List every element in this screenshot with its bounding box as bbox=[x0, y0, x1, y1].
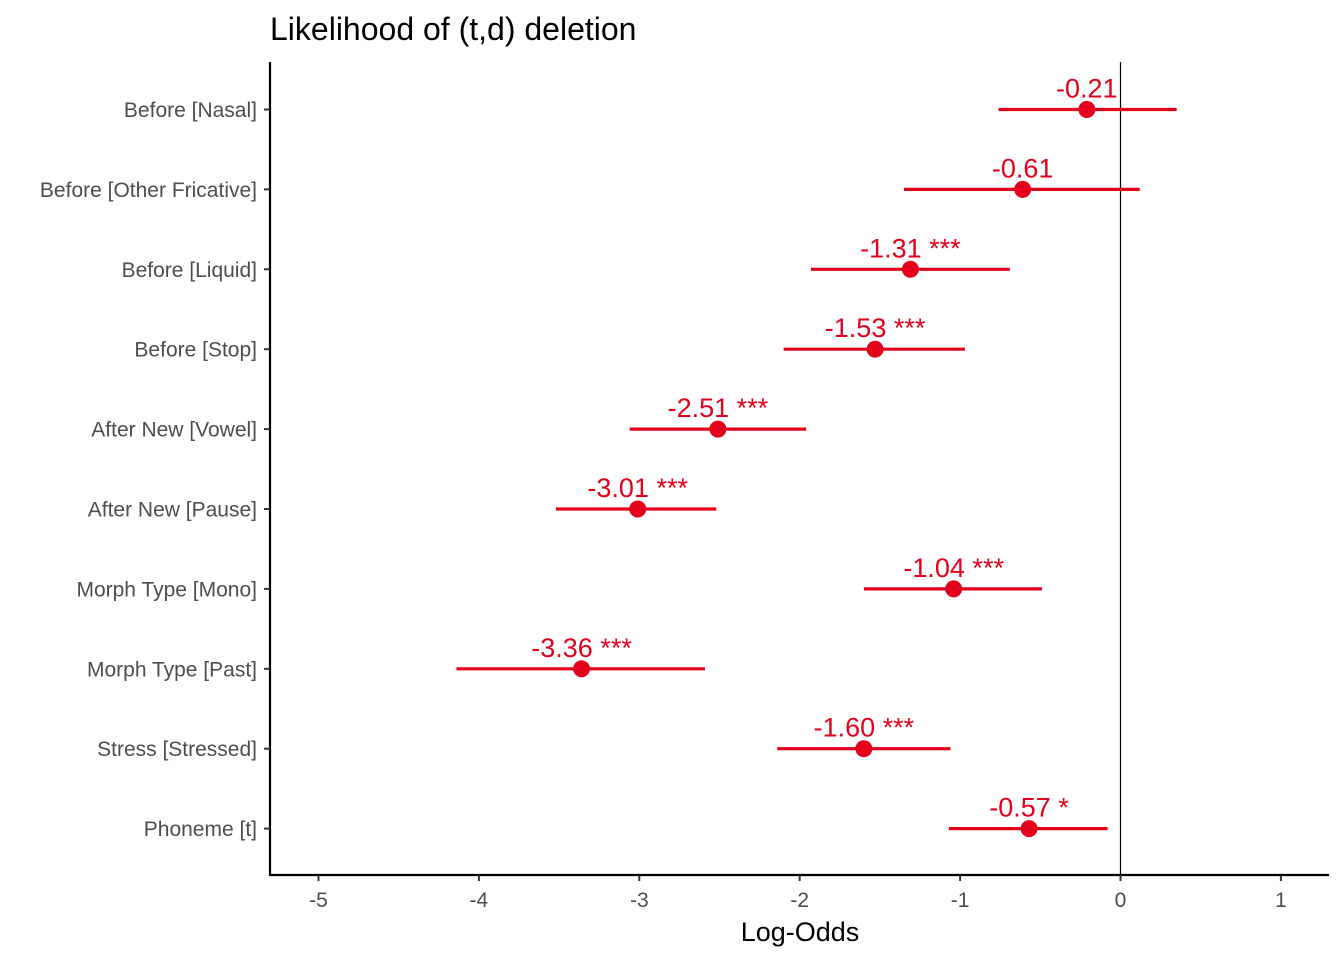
estimate-point bbox=[1014, 180, 1032, 198]
estimate-point bbox=[945, 580, 963, 598]
estimate-label: -0.21 bbox=[1056, 74, 1118, 104]
estimate-label: -3.01 *** bbox=[587, 473, 688, 503]
y-tick-label: Before [Nasal] bbox=[124, 99, 257, 122]
estimate-point bbox=[866, 340, 884, 358]
estimate-row: -0.57 * bbox=[948, 793, 1108, 838]
estimate-label: -1.60 *** bbox=[814, 713, 915, 743]
chart-title: Likelihood of (t,d) deletion bbox=[270, 11, 636, 47]
estimate-row: -1.31 *** bbox=[810, 233, 1010, 278]
y-tick-label: Stress [Stressed] bbox=[97, 738, 257, 761]
estimates: -0.21 -0.61 -1.31 *** -1.53 *** -2.51 *** -3.… bbox=[456, 74, 1177, 838]
estimate-row: -0.61 bbox=[903, 153, 1140, 198]
x-tick-label: 0 bbox=[1115, 889, 1127, 912]
estimate-point bbox=[855, 740, 873, 758]
y-tick-label: Morph Type [Mono] bbox=[76, 578, 257, 601]
estimate-point bbox=[573, 660, 591, 678]
estimate-label: -1.53 *** bbox=[825, 313, 926, 343]
y-tick-label: Before [Other Fricative] bbox=[40, 179, 257, 202]
estimate-point bbox=[629, 500, 647, 518]
estimate-point bbox=[1020, 820, 1038, 838]
estimate-label: -2.51 *** bbox=[668, 393, 769, 423]
x-tick-label: -5 bbox=[309, 889, 328, 912]
estimate-label: -0.57 * bbox=[989, 793, 1069, 823]
estimate-label: -1.04 *** bbox=[903, 553, 1004, 583]
estimate-label: -1.31 *** bbox=[860, 233, 961, 263]
x-tick-label: 1 bbox=[1275, 889, 1287, 912]
y-tick-label: After New [Pause] bbox=[88, 499, 257, 522]
y-tick-label: After New [Vowel] bbox=[91, 419, 257, 442]
y-axis-tick-labels: Before [Nasal] Before [Other Fricative] Be… bbox=[40, 99, 270, 841]
estimate-row: -2.51 *** bbox=[629, 393, 807, 438]
y-tick-label: Morph Type [Past] bbox=[87, 658, 257, 681]
x-tick-label: -4 bbox=[470, 889, 489, 912]
axes bbox=[268, 62, 1329, 877]
x-axis-label: Log-Odds bbox=[741, 917, 860, 947]
estimate-row: -3.01 *** bbox=[555, 473, 717, 518]
estimate-row: -1.04 *** bbox=[863, 553, 1042, 598]
y-tick-label: Before [Stop] bbox=[134, 339, 257, 362]
estimate-point bbox=[1078, 101, 1096, 118]
x-tick-label: -1 bbox=[951, 889, 970, 912]
estimate-row: -1.53 *** bbox=[783, 313, 965, 358]
estimate-point bbox=[709, 420, 727, 438]
x-tick-label: -2 bbox=[790, 889, 809, 912]
estimate-row: -3.36 *** bbox=[456, 633, 706, 678]
estimate-label: -3.36 *** bbox=[531, 633, 632, 663]
x-axis-tick-labels: -5 -4 -3 -2 -1 0 1 bbox=[309, 875, 1287, 912]
estimate-row: -0.21 bbox=[998, 74, 1177, 118]
estimate-point bbox=[901, 260, 919, 278]
estimate-label: -0.61 bbox=[992, 153, 1054, 183]
y-tick-label: Before [Liquid] bbox=[122, 259, 257, 282]
y-tick-label: Phoneme [t] bbox=[144, 818, 257, 841]
x-tick-label: -3 bbox=[630, 889, 649, 912]
estimate-row: -1.60 *** bbox=[777, 713, 951, 758]
